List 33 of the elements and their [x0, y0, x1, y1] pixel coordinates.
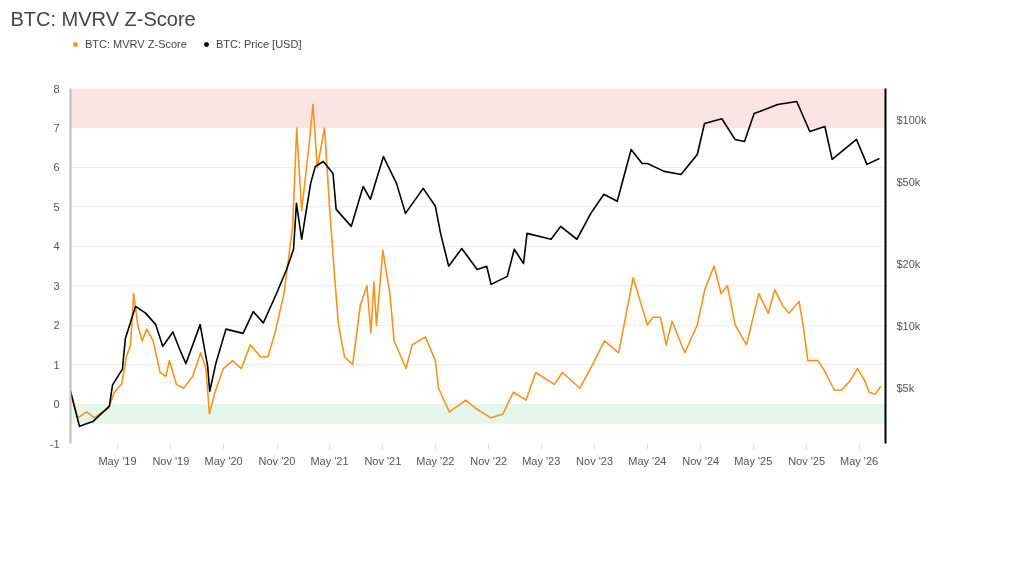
- x-tick-label: May '19: [98, 454, 137, 467]
- x-tick-label: Nov '20: [258, 454, 296, 467]
- x-tick-label: May '24: [628, 454, 667, 467]
- y2-tick-label: $10k: [896, 320, 921, 333]
- y-tick-label: -1: [49, 437, 60, 450]
- x-tick-label: Nov '23: [576, 454, 614, 467]
- y2-tick-label: $100k: [896, 114, 927, 127]
- legend-label: BTC: MVRV Z-Score: [85, 38, 187, 50]
- x-tick-label: May '26: [840, 454, 879, 467]
- x-tick-label: Nov '24: [682, 454, 720, 467]
- x-tick-label: May '23: [522, 454, 561, 467]
- x-tick-label: Nov '25: [788, 454, 826, 467]
- x-tick-label: May '20: [204, 454, 243, 467]
- x-tick-label: Nov '19: [152, 454, 190, 467]
- x-tick-label: May '22: [416, 454, 455, 467]
- y-tick-label: 7: [53, 121, 60, 134]
- y2-tick-label: $20k: [896, 258, 921, 271]
- y-tick-label: 3: [53, 279, 60, 292]
- y-tick-label: 1: [53, 358, 60, 371]
- legend-label: BTC: Price [USD]: [215, 38, 302, 50]
- y-tick-label: 2: [53, 319, 60, 332]
- x-tick-label: Nov '22: [470, 454, 508, 467]
- y-tick-label: 0: [53, 398, 60, 411]
- x-tick-label: May '21: [310, 454, 349, 467]
- y-tick-label: 6: [53, 161, 60, 174]
- y-tick-label: 5: [53, 200, 60, 213]
- y2-tick-label: $5k: [896, 382, 915, 395]
- x-tick-label: May '25: [734, 454, 773, 467]
- y2-tick-label: $50k: [896, 176, 921, 189]
- x-tick-label: Nov '21: [364, 454, 402, 467]
- chart-title: BTC: MVRV Z-Score: [10, 7, 196, 30]
- y-tick-label: 8: [53, 82, 60, 95]
- y-tick-label: 4: [53, 240, 60, 253]
